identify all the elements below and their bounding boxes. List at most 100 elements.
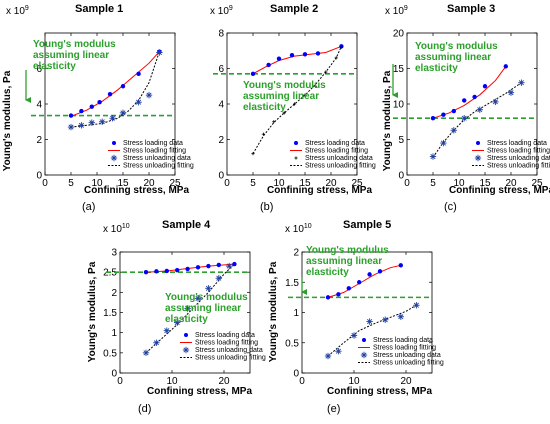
legend-entry: Stress loading fitting <box>373 345 436 352</box>
unloading-data-point <box>508 90 514 96</box>
x-tick-label: 20 <box>143 178 155 189</box>
legend-entry: Stress loading fitting <box>123 148 186 155</box>
unloading-data-point <box>156 49 162 56</box>
chart-title: Sample 2 <box>270 3 318 15</box>
x-tick-label: 10 <box>453 178 465 189</box>
x-tick-label: 20 <box>325 178 337 189</box>
loading-data-point <box>232 261 237 267</box>
loading-data-point <box>377 269 383 274</box>
unloading-data-point <box>99 119 105 125</box>
loading-fit-line <box>70 51 160 117</box>
legend-marker-dot <box>294 141 298 145</box>
loading-data-point <box>266 62 271 68</box>
y-tick-label: 1.5 <box>103 308 117 319</box>
x-tick-label: 5 <box>250 178 256 189</box>
loading-data-point <box>68 113 74 118</box>
loading-data-point <box>164 268 169 274</box>
y-tick-label: 0 <box>111 369 117 380</box>
y-tick-label: 6 <box>36 64 42 75</box>
loading-data-point <box>482 84 488 89</box>
x-tick-label: 25 <box>531 178 543 189</box>
legend-marker-star <box>361 352 367 358</box>
legend-marker-star <box>183 347 189 353</box>
loading-data-point <box>216 262 221 268</box>
axis-multiplier: x 109 <box>210 5 233 17</box>
loading-data-point <box>430 116 436 121</box>
chart-panel-5: 0 10 20 0 0.5 1 1.5 2 Sample 5 x 1010 Young's modu… <box>268 219 444 415</box>
x-axis-label: Confining stress, MPa <box>449 185 550 196</box>
y-tick-label: 3 <box>111 248 117 259</box>
x-tick-label: 10 <box>166 376 178 387</box>
axis-multiplier: x 1010 <box>103 223 130 235</box>
unloading-data-point <box>461 115 467 121</box>
unloading-data-point <box>477 107 483 113</box>
loading-data-point <box>206 263 211 269</box>
unloading-data-point <box>440 140 446 146</box>
unloading-data-point <box>492 99 498 105</box>
loading-fit-line <box>252 45 342 75</box>
loading-data-point <box>276 56 282 61</box>
annotation-text: elasticity <box>415 63 458 74</box>
x-tick-label: 20 <box>505 178 517 189</box>
x-tick-label: 10 <box>348 376 360 387</box>
annotation-text: Young's modulus <box>33 39 116 50</box>
loading-fit-line <box>327 264 401 298</box>
chart-panel-4: 0 10 20 0 0.5 1 1.5 2 2.5 3 Sample 4 x 1010 Young's … <box>87 219 266 415</box>
unloading-data-point <box>518 80 524 86</box>
legend-entry: Stress loading data <box>195 332 255 339</box>
loading-data-point <box>175 267 180 273</box>
annotation-text: assuming linear <box>415 52 491 63</box>
loading-data-point <box>398 263 403 268</box>
x-tick-label: 0 <box>117 376 123 387</box>
loading-fit-line <box>432 66 507 119</box>
y-tick-label: 15 <box>393 64 405 75</box>
chart-panel-1: 0 5 10 15 20 25 0 2 4 6 Sample 1 x 109 Young's modul… <box>2 3 194 213</box>
y-tick-label: 0.5 <box>285 338 299 349</box>
chart-panel-3: 0 5 10 15 20 25 0 5 10 15 20 Sample 3 x 109 Young's m… <box>382 3 550 213</box>
legend-entry: Stress unloading fitting <box>305 163 376 170</box>
loading-data-point <box>154 269 159 274</box>
y-tick-label: 1.5 <box>285 278 299 289</box>
unloading-data-point <box>89 120 95 126</box>
loading-data-point <box>195 265 201 270</box>
unloading-data-point <box>78 122 84 128</box>
legend-entry: Stress unloading data <box>305 155 373 162</box>
x-tick-label: 10 <box>91 178 103 189</box>
annotation-text: assuming linear <box>243 91 319 102</box>
legend-entry: Stress unloading data <box>123 155 191 162</box>
loading-data-point <box>441 112 446 117</box>
x-tick-label: 15 <box>479 178 491 189</box>
legend-entry: Stress unloading data <box>487 155 550 162</box>
x-tick-label: 15 <box>117 178 129 189</box>
y-axis-label: Young's modulus, Pa <box>87 261 98 362</box>
y-tick-label: 0 <box>218 171 224 182</box>
unloading-data-point <box>146 92 152 98</box>
axis-multiplier: x 109 <box>385 5 408 17</box>
legend-marker-dot <box>184 333 188 337</box>
unloading-data-point <box>335 348 341 354</box>
unloading-data-point <box>174 320 180 326</box>
unloading-data-point <box>153 340 159 346</box>
annotation-text: assuming linear <box>33 50 109 61</box>
y-tick-label: 0.5 <box>103 348 117 359</box>
x-tick-label: 5 <box>430 178 436 189</box>
unloading-data-point <box>451 127 457 133</box>
panel-label: (d) <box>138 403 151 415</box>
chart-title: Sample 1 <box>75 3 123 15</box>
y-axis-label: Young's modulus, Pa <box>2 70 13 171</box>
unloading-data-point <box>351 332 357 339</box>
loading-data-point <box>315 51 321 56</box>
x-axis-label: Confining stress, MPa <box>327 386 432 397</box>
axis-exponent: 9 <box>229 5 233 12</box>
annotation-text: elasticity <box>33 61 76 72</box>
unloading-data-point <box>367 319 373 325</box>
y-tick-label: 1 <box>111 328 117 339</box>
annotation-text: elasticity <box>243 102 286 113</box>
x-tick-label: 15 <box>299 178 311 189</box>
x-tick-label: 20 <box>400 376 412 387</box>
loading-data-point <box>185 266 190 272</box>
unloading-fit-line <box>327 304 417 357</box>
y-tick-label: 6 <box>218 64 224 75</box>
loading-data-point <box>89 104 95 109</box>
